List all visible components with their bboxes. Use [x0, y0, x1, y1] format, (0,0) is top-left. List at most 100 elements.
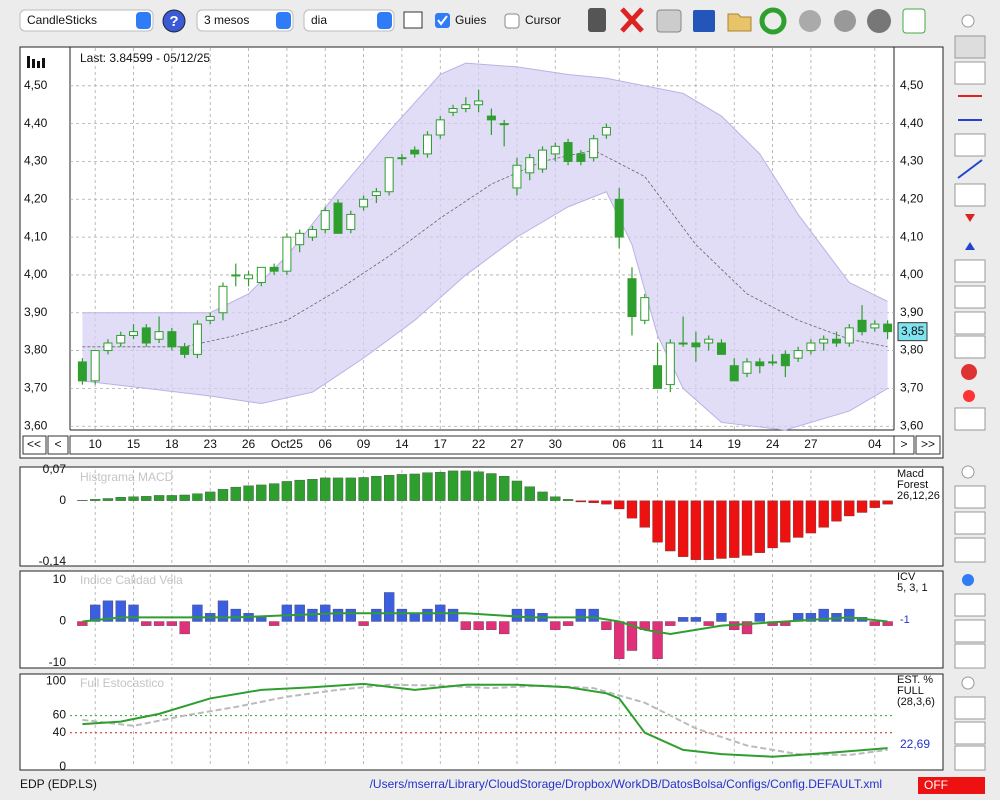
panel-button[interactable] [954, 721, 986, 745]
bar [729, 500, 740, 558]
candle-body [244, 274, 254, 280]
x-tick-label: 10 [88, 437, 102, 451]
bar [652, 500, 663, 543]
select-arrow [276, 12, 291, 29]
open-button[interactable] [727, 13, 752, 32]
bar [805, 613, 817, 622]
percent-button[interactable] [954, 311, 986, 335]
radio[interactable] [961, 676, 975, 690]
print-button[interactable] [656, 9, 682, 33]
bar [792, 500, 804, 538]
y-tick-label: 4,10 [24, 229, 48, 243]
candle-body [653, 365, 663, 389]
bar [268, 621, 280, 626]
bar [537, 491, 548, 501]
save-button[interactable] [693, 10, 715, 32]
bar [511, 480, 523, 501]
chart-type-select[interactable] [19, 9, 154, 32]
currency-button[interactable] [834, 10, 856, 32]
bar [102, 498, 114, 501]
radio-selected[interactable] [962, 574, 974, 586]
candle-body [129, 331, 139, 336]
panel-button[interactable] [954, 619, 986, 643]
panel-button[interactable] [954, 696, 986, 720]
chart-icon[interactable] [403, 11, 423, 29]
y-tick-label: 0,07 [43, 462, 67, 476]
sync-button[interactable] [799, 10, 821, 32]
bar [511, 608, 523, 622]
signals-button[interactable] [954, 259, 986, 283]
delete-button[interactable] [620, 7, 644, 33]
bar [192, 604, 203, 622]
interval-select[interactable] [303, 9, 395, 32]
config-path[interactable]: /Users/mserra/Library/CloudStorage/Dropb… [370, 777, 882, 791]
up-arrow[interactable] [965, 242, 975, 250]
fib-button[interactable] [954, 183, 986, 207]
period-select[interactable] [196, 9, 294, 32]
trend-button[interactable] [957, 159, 983, 179]
y-tick-label: 10 [53, 572, 67, 586]
nav-last-text: >> [921, 437, 935, 451]
trash-button[interactable] [588, 8, 606, 32]
price-marker [897, 322, 928, 342]
nav-first[interactable] [22, 435, 47, 455]
zoom-button[interactable] [954, 35, 986, 59]
guides-label: Guies [455, 13, 486, 27]
candle-body [614, 198, 624, 238]
x-tick-label: 19 [728, 437, 742, 451]
bar [281, 481, 293, 501]
candle-body [844, 327, 854, 344]
panel-button[interactable] [954, 537, 986, 563]
candle-body [103, 342, 113, 352]
bar [115, 497, 126, 501]
settings-button[interactable] [867, 9, 891, 33]
cursor-label: Cursor [525, 13, 561, 27]
candle-body [90, 350, 100, 382]
stop-button[interactable] [961, 364, 977, 380]
candle-body [474, 100, 484, 106]
refresh-button[interactable] [759, 7, 787, 35]
panel-button[interactable] [954, 485, 986, 509]
x-tick-label: Oct25 [271, 437, 303, 451]
nav-next[interactable] [893, 435, 915, 455]
band-upper [82, 62, 888, 314]
radio[interactable] [961, 465, 975, 479]
x-tick-label: 06 [613, 437, 627, 451]
bar [690, 500, 702, 560]
swap-button[interactable] [954, 407, 986, 431]
cursor-checkbox[interactable] [504, 13, 520, 29]
bar [499, 475, 510, 501]
record-button[interactable] [963, 390, 975, 402]
x-tick-label: 06 [319, 437, 333, 451]
radio[interactable] [961, 14, 975, 28]
candle-body [346, 213, 356, 231]
x-tick-label: 27 [510, 437, 524, 451]
help-button[interactable] [162, 9, 186, 33]
bar [179, 494, 190, 501]
channel-button[interactable] [954, 133, 986, 157]
candle-body [627, 278, 637, 318]
down-arrow[interactable] [965, 214, 975, 222]
nav-prev[interactable] [47, 435, 69, 455]
lines-button[interactable] [954, 285, 986, 309]
panel-button[interactable] [954, 511, 986, 535]
panel-button[interactable] [954, 745, 986, 771]
panel-button[interactable] [954, 643, 986, 669]
side-label: (28,3,6) [897, 696, 935, 708]
y-tick-label: 3,90 [24, 305, 48, 319]
bar [141, 621, 152, 626]
calendar-button[interactable] [902, 8, 926, 34]
panel-title: Full Estocastico [80, 676, 164, 690]
candle-body [410, 149, 420, 155]
nav-last[interactable] [915, 435, 941, 455]
y-tick-label: 40 [53, 725, 67, 739]
tool-button[interactable] [954, 61, 986, 85]
candle-body [256, 266, 266, 283]
status-badge[interactable] [918, 777, 985, 794]
chart-type-text: CandleSticks [27, 13, 97, 27]
panel-button[interactable] [954, 593, 986, 617]
percent-button[interactable] [954, 335, 986, 359]
bar [409, 473, 420, 501]
icv-panel [19, 570, 944, 669]
bar [473, 621, 484, 630]
